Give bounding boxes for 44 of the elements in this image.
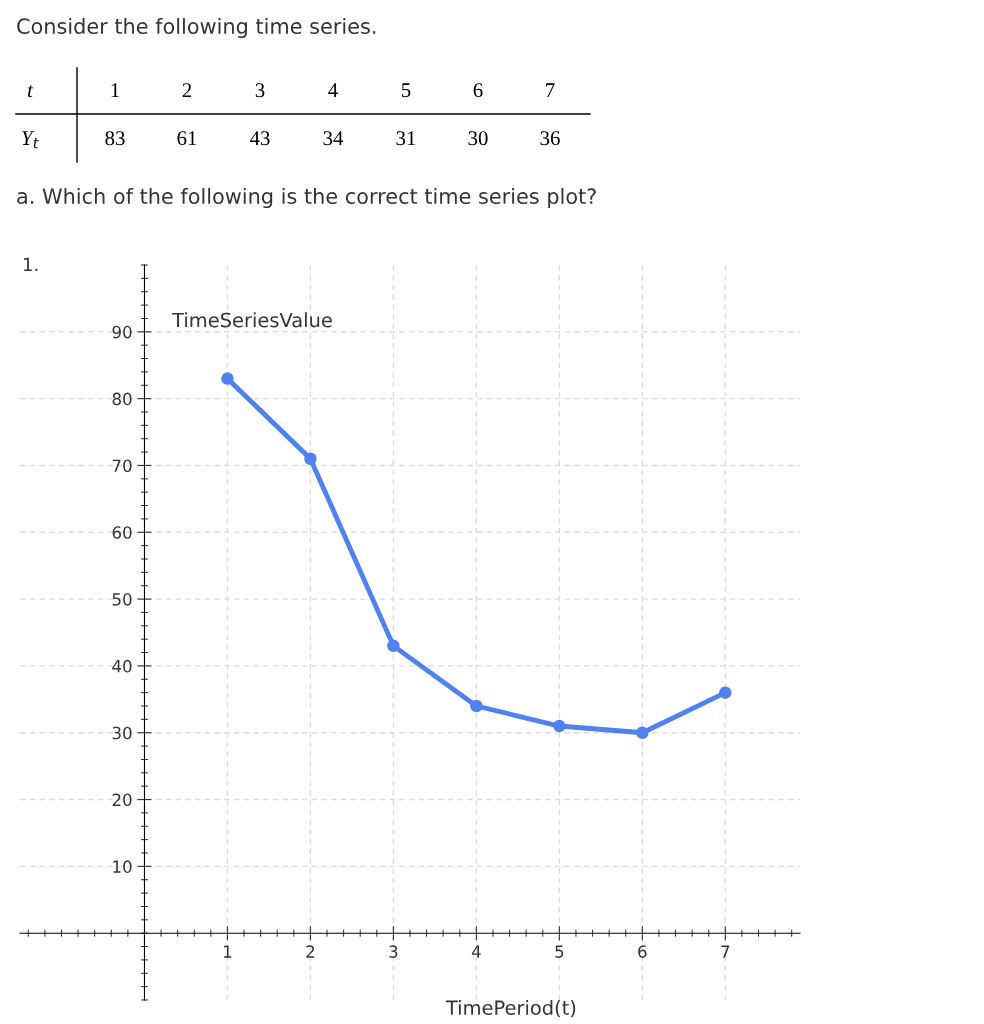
- x-tick-label: 2: [306, 945, 315, 958]
- text: 4: [328, 83, 338, 98]
- annotation: 1.: [23, 257, 38, 271]
- text: 6: [473, 83, 483, 98]
- y-tick-label: 50: [112, 593, 132, 606]
- point: [636, 726, 649, 739]
- text: 83: [105, 131, 125, 146]
- text: 5: [402, 83, 411, 98]
- text: 31: [396, 131, 416, 146]
- y-tick-label: 90: [112, 325, 132, 339]
- y-tick-label: 30: [112, 726, 132, 740]
- point: [719, 686, 732, 699]
- y-tick-label: 40: [112, 659, 132, 673]
- text: 3: [255, 83, 265, 98]
- x-tick-label: 3: [389, 945, 398, 958]
- text: t: [28, 85, 34, 98]
- x-axis-title: TimePeriod(t): [445, 1000, 576, 1018]
- point: [221, 372, 234, 385]
- x-tick-label: 7: [721, 945, 730, 958]
- text: 7: [546, 83, 555, 98]
- y-axis-title: TimeSeriesValue: [172, 312, 332, 328]
- point: [470, 699, 483, 713]
- text: a. Which of the following is the correct time series plot?: [17, 187, 596, 209]
- text: 61: [177, 131, 197, 146]
- y-tick-label: 20: [112, 793, 132, 807]
- text: Consider the following time series.: [17, 17, 376, 39]
- text: 34: [323, 131, 344, 146]
- point: [387, 639, 400, 653]
- text: 2: [182, 83, 192, 98]
- text: Y$_{t}$: [22, 131, 39, 149]
- text: 36: [540, 131, 560, 146]
- text: 43: [249, 131, 270, 146]
- x-tick-label: 1: [223, 945, 232, 958]
- y-tick-label: 10: [113, 860, 132, 873]
- x-tick-label: 6: [638, 945, 647, 958]
- x-tick-label: 5: [555, 945, 564, 958]
- text: 30: [468, 131, 488, 146]
- x-tick-label: 4: [471, 945, 481, 958]
- y-tick-label: 80: [112, 392, 132, 406]
- point: [304, 452, 317, 466]
- y-tick-label: 70: [112, 459, 132, 473]
- point: [553, 719, 566, 733]
- y-tick-label: 60: [112, 526, 132, 539]
- text: 1: [111, 83, 119, 98]
